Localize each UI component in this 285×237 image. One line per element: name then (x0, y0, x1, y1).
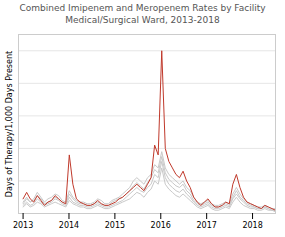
svg-text:2018: 2018 (242, 221, 262, 230)
svg-text:2017: 2017 (196, 221, 216, 230)
svg-text:2016: 2016 (151, 221, 171, 230)
svg-text:2014: 2014 (59, 221, 79, 230)
svg-text:2015: 2015 (105, 221, 125, 230)
svg-text:2013: 2013 (13, 221, 33, 230)
html-text:Combined Imipenem and Meropene: Combined Imipenem and Meropenem Rates by… (19, 3, 266, 25)
svg-text:Days of Therapy/1,000 Days Pre: Days of Therapy/1,000 Days Present (5, 51, 14, 197)
